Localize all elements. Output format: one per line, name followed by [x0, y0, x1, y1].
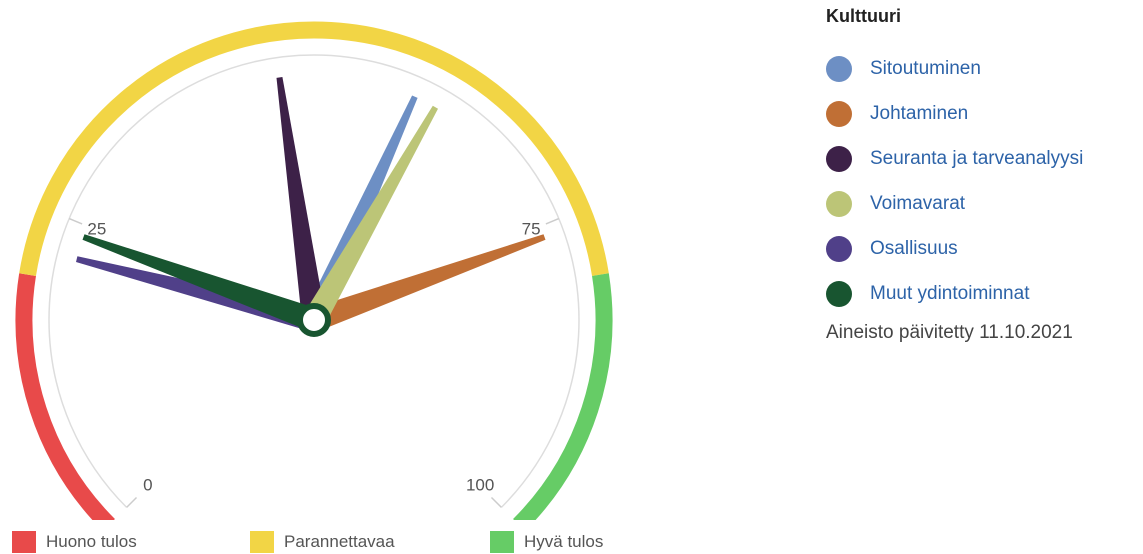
needle-seuranta-ja-tarveanalyysi: [276, 77, 326, 322]
gauge-tick-label-100: 100: [466, 476, 494, 495]
legend-item-johtaminen[interactable]: Johtaminen: [826, 91, 1143, 136]
legend-label: Seuranta ja tarveanalyysi: [870, 147, 1084, 169]
legend-label: Sitoutuminen: [870, 57, 981, 79]
gauge-chart: 0 25 75 100: [15, 21, 613, 520]
legend-item-muut-ydintoiminnat[interactable]: Muut ydintoiminnat: [826, 271, 1143, 316]
legend-item-voimavarat[interactable]: Voimavarat: [826, 181, 1143, 226]
legend-label: Voimavarat: [870, 192, 966, 214]
legend-dot: [826, 100, 852, 127]
legend-dot: [826, 55, 852, 82]
band-swatch: [490, 531, 514, 553]
gauge-pivot: [297, 303, 331, 337]
legend-item-osallisuus[interactable]: Osallisuus: [826, 226, 1143, 271]
needle-osallisuus: [76, 256, 317, 332]
band-swatch: [250, 531, 274, 553]
band-legend: Huono tulos Parannettavaa Hyvä tulos: [0, 530, 700, 554]
band-legend-item-parannettavaa: Parannettavaa: [250, 530, 395, 554]
legend-dot: [826, 145, 852, 172]
needle-voimavarat: [303, 105, 438, 326]
legend-label: Johtaminen: [870, 102, 969, 124]
gauge-tick-label-75: 75: [522, 220, 541, 239]
needle-muut-ydintoiminnat: [82, 234, 319, 332]
legend-label: Osallisuus: [870, 237, 958, 259]
gauge-tick-25: [68, 217, 83, 225]
legend-dot: [826, 190, 852, 217]
updated-date: Aineisto päivitetty 11.10.2021: [826, 322, 1073, 343]
legend-items: Sitoutuminen Johtaminen Seuranta ja tarvea…: [826, 46, 1143, 316]
legend-item-seuranta-ja-tarveanalyysi[interactable]: Seuranta ja tarveanalyysi: [826, 136, 1143, 181]
gauge-bands: [15, 21, 613, 520]
gauge-tick-75: [545, 217, 560, 225]
gauge-band-huono-tulos: [15, 273, 115, 520]
gauge-tick-label-0: 0: [143, 476, 152, 495]
band-label: Hyvä tulos: [524, 532, 604, 551]
gauge-tick-0: [126, 496, 138, 508]
needle-johtaminen: [309, 234, 546, 332]
legend-item-sitoutuminen[interactable]: Sitoutuminen: [826, 46, 1143, 91]
band-legend-item-hyv-tulos: Hyvä tulos: [490, 530, 603, 554]
gauge-ticks: 0 25 75 100: [68, 217, 560, 508]
gauge-band-hyv-tulos: [513, 273, 613, 520]
legend-panel: Kulttuuri Sitoutuminen Johtaminen Seuranta…: [826, 4, 1143, 344]
band-label: Huono tulos: [46, 532, 137, 551]
legend-dot: [826, 235, 852, 262]
gauge-tick-100: [490, 496, 502, 508]
band-label: Parannettavaa: [284, 532, 395, 551]
band-swatch: [12, 531, 36, 553]
gauge-needles: [76, 77, 546, 332]
gauge-tick-label-25: 25: [87, 220, 106, 239]
legend-label: Muut ydintoiminnat: [870, 282, 1030, 304]
legend-title: Kulttuuri: [826, 6, 901, 26]
legend-dot: [826, 280, 852, 307]
gauge-band-parannettavaa: [19, 21, 609, 276]
needle-sitoutuminen: [303, 95, 418, 325]
band-legend-item-huono-tulos: Huono tulos: [12, 530, 137, 554]
gauge-inner-arc: [48, 54, 580, 508]
